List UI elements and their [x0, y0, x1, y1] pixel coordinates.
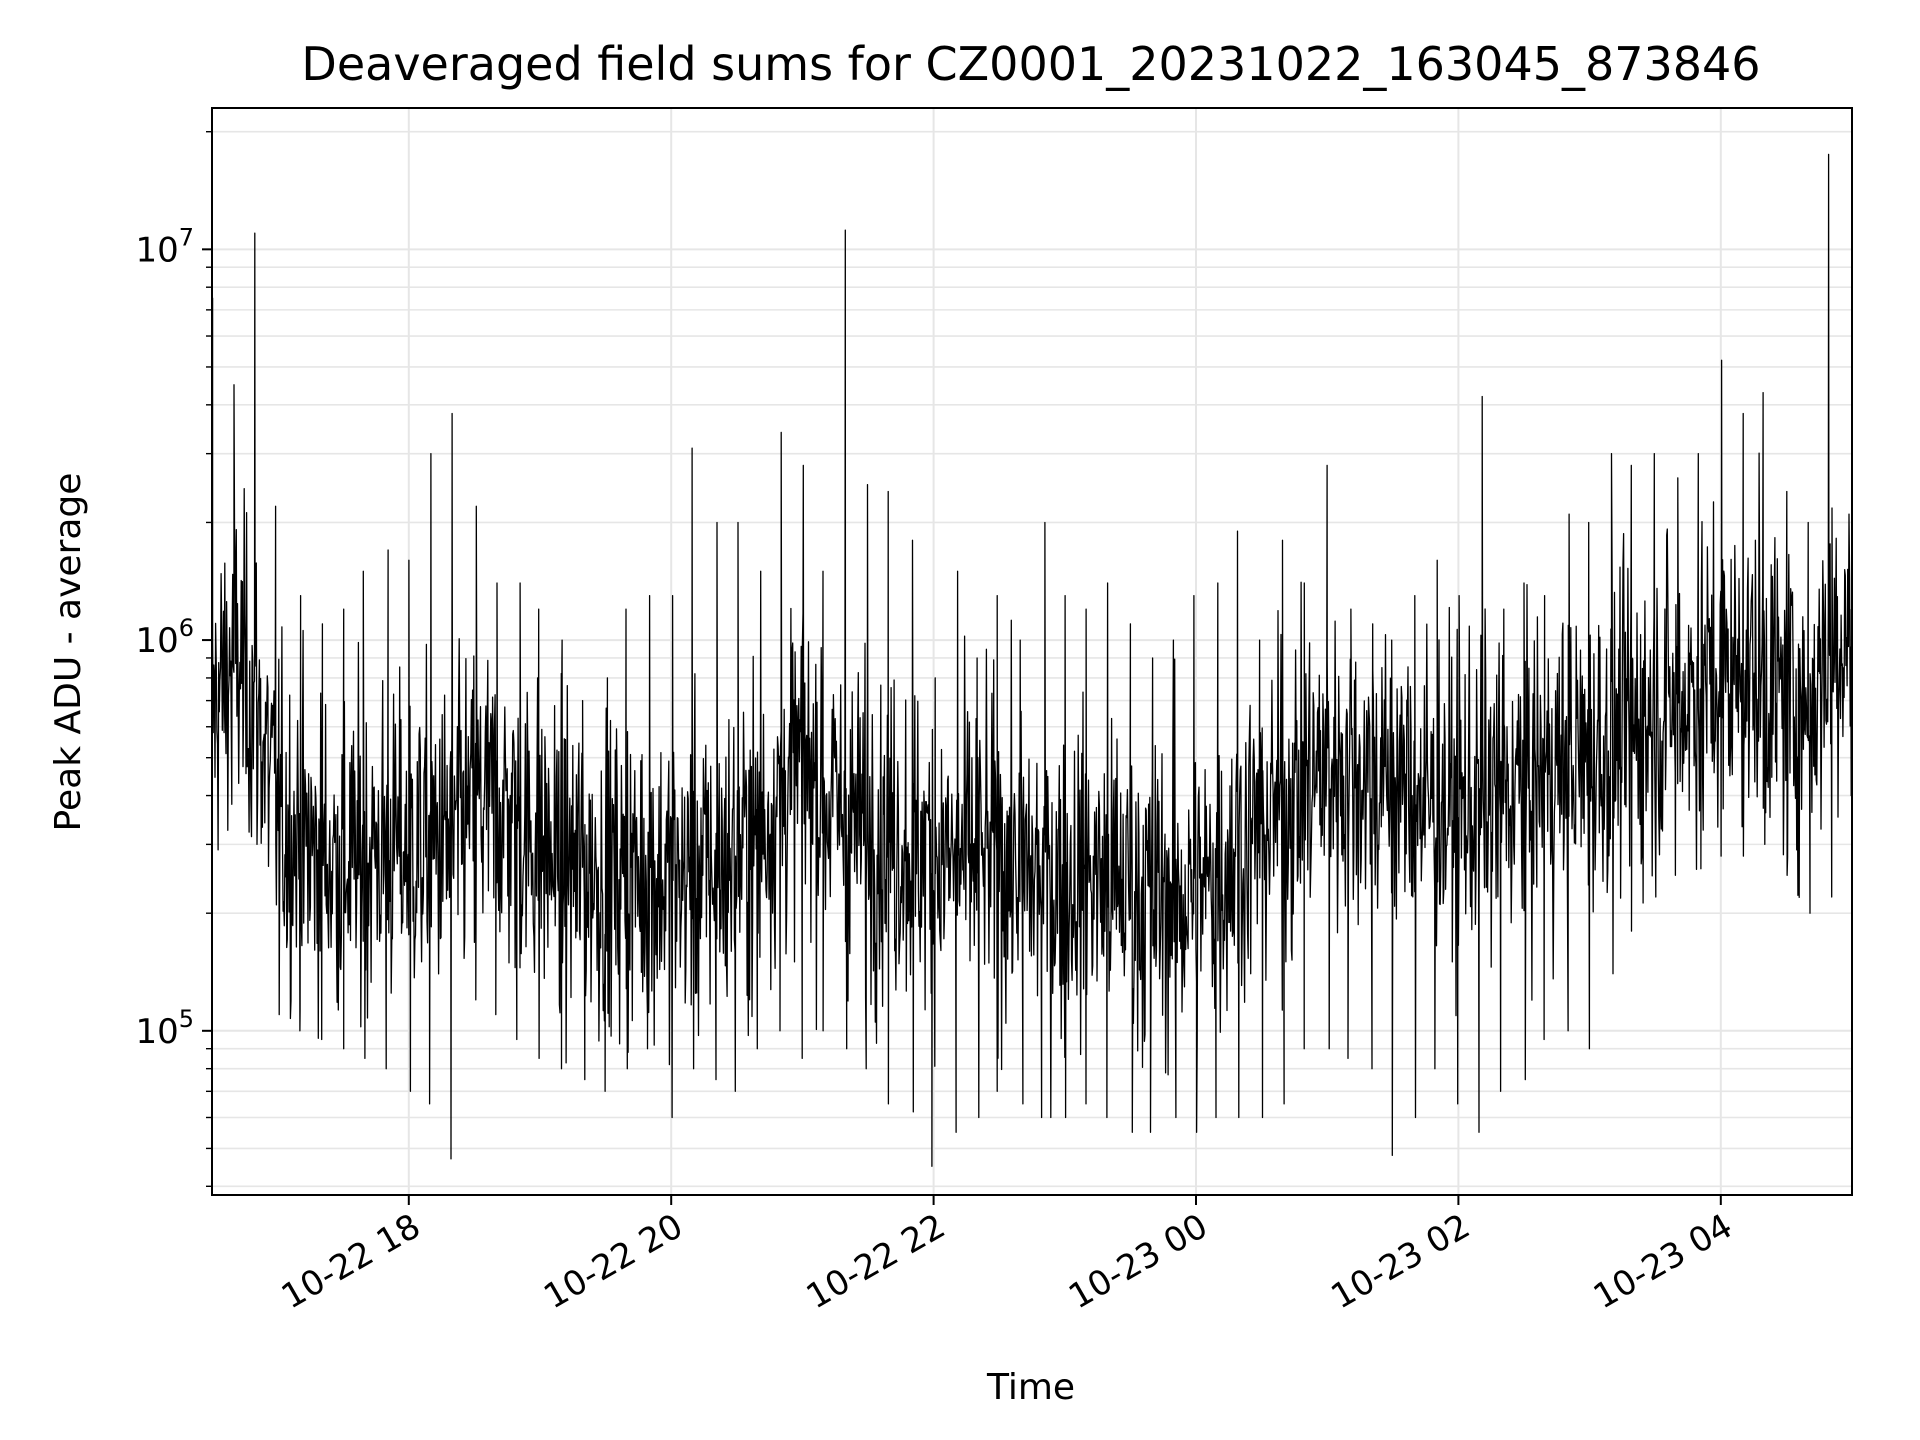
y-tick-label: 107 — [135, 223, 194, 270]
y-tick-label: 105 — [135, 1005, 194, 1052]
y-tick-label-exponent: 5 — [179, 1005, 194, 1033]
y-tick-label-base: 10 — [135, 1012, 178, 1052]
chart-title: Deaveraged field sums for CZ0001_2023102… — [301, 37, 1760, 91]
series-trace — [211, 153, 1853, 1167]
y-tick-label-base: 10 — [135, 621, 178, 661]
plot-area-frame — [211, 107, 1853, 1196]
series-line — [211, 153, 1853, 1167]
y-axis-label: Peak ADU - average — [48, 473, 89, 832]
x-axis-label: Time — [986, 1367, 1075, 1408]
y-tick-label-base: 10 — [135, 230, 178, 270]
y-tick-label: 106 — [135, 614, 194, 661]
y-tick-label-exponent: 7 — [179, 223, 194, 251]
y-tick-label-exponent: 6 — [179, 614, 194, 642]
